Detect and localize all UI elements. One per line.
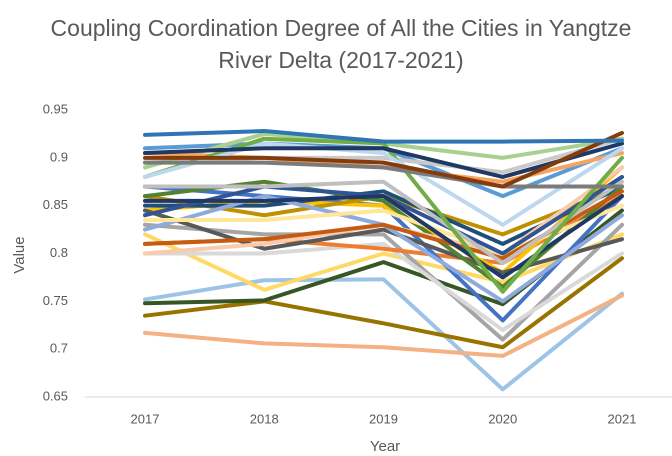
series-line xyxy=(143,232,624,292)
y-tick-label: 0.8 xyxy=(50,245,68,260)
series-line xyxy=(143,129,624,144)
series-line xyxy=(143,130,624,189)
x-axis-label: Year xyxy=(370,438,400,455)
series-line xyxy=(143,293,624,358)
series-line xyxy=(143,194,624,280)
x-tick-label: 2019 xyxy=(369,411,398,426)
series-line xyxy=(143,208,624,275)
series-line xyxy=(143,160,624,189)
series-line xyxy=(143,222,624,342)
x-tick-label: 2020 xyxy=(488,411,517,426)
y-tick-label: 0.85 xyxy=(43,197,68,212)
series-line xyxy=(143,179,624,266)
y-tick-label: 0.75 xyxy=(43,293,68,308)
series-line xyxy=(143,141,624,227)
series-line xyxy=(143,141,624,179)
y-axis-label: Value xyxy=(11,236,28,273)
y-tick-label: 0.95 xyxy=(43,101,68,116)
series-line xyxy=(143,256,624,350)
series-line xyxy=(143,241,624,333)
x-tick-label: 2017 xyxy=(131,411,160,426)
y-tick-label: 0.65 xyxy=(43,388,68,403)
series-line xyxy=(143,277,624,392)
x-tick-label: 2021 xyxy=(608,411,637,426)
x-tick-label: 2018 xyxy=(250,411,279,426)
y-tick-label: 0.9 xyxy=(50,149,68,164)
chart-title: Coupling Coordination Degree of All the … xyxy=(50,15,632,73)
y-tick-label: 0.7 xyxy=(50,341,68,356)
